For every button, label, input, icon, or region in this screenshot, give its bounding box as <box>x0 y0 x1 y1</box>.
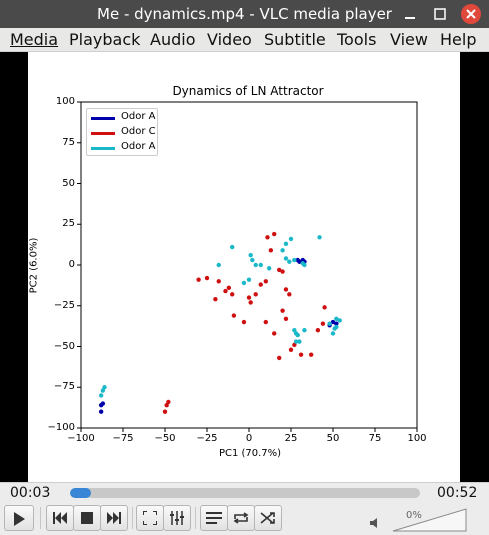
menu-label: Media <box>10 30 58 49</box>
seek-bar[interactable] <box>70 488 420 498</box>
legend-swatch-odor-a <box>91 117 115 120</box>
volume-level: 0% <box>406 510 422 521</box>
loop-icon <box>233 511 249 525</box>
x-tick-label: −100 <box>67 433 95 444</box>
legend-swatch-odor-a-cyan <box>91 147 115 150</box>
shuffle-button[interactable] <box>254 505 282 531</box>
stop-icon <box>81 512 93 524</box>
x-tick-label: 0 <box>235 433 263 444</box>
total-time: 00:52 <box>437 485 477 501</box>
legend-label: Odor A <box>121 111 155 122</box>
skip-next-icon <box>107 512 121 524</box>
y-tick-label: −75 <box>41 381 75 392</box>
menu-video[interactable]: Video <box>207 30 252 49</box>
menu-label: Tools <box>337 30 376 49</box>
menu-help[interactable]: Help <box>440 30 476 49</box>
seek-bar-fill <box>70 488 91 498</box>
y-tick-label: −25 <box>41 300 75 311</box>
menu-audio[interactable]: Audio <box>150 30 195 49</box>
loop-button[interactable] <box>227 505 255 531</box>
close-icon[interactable] <box>461 4 481 24</box>
shuffle-icon <box>260 511 276 525</box>
y-tick-label: −50 <box>41 341 75 352</box>
menu-subtitle[interactable]: Subtitle <box>264 30 326 49</box>
extended-settings-button[interactable] <box>163 505 191 531</box>
menu-playback[interactable]: Playback <box>69 30 140 49</box>
chart-title: Dynamics of LN Attractor <box>28 84 468 98</box>
menu-label: View <box>390 30 428 49</box>
volume-slider[interactable] <box>392 508 468 532</box>
x-tick-label: 25 <box>277 433 305 444</box>
legend-entry: Odor A <box>91 141 157 155</box>
x-tick-label: −50 <box>151 433 179 444</box>
y-tick-label: 50 <box>41 178 75 189</box>
title-bar: Me - dynamics.mp4 - VLC media player <box>0 0 489 28</box>
legend-label: Odor C <box>121 126 156 137</box>
playlist-icon <box>206 512 222 525</box>
previous-button[interactable] <box>46 505 74 531</box>
fullscreen-button[interactable] <box>136 505 164 531</box>
y-tick-label: 25 <box>41 218 75 229</box>
menu-view[interactable]: View <box>390 30 428 49</box>
x-tick-label: −25 <box>193 433 221 444</box>
menu-label: Subtitle <box>264 30 326 49</box>
chart-legend: Odor A Odor C Odor A <box>86 108 158 156</box>
x-axis-label: PC1 (70.7%) <box>200 448 300 459</box>
separator <box>195 507 196 529</box>
menu-label: Video <box>207 30 252 49</box>
minimize-icon[interactable] <box>400 4 420 24</box>
legend-label: Odor A <box>121 141 155 152</box>
playlist-button[interactable] <box>200 505 228 531</box>
y-tick-label: 0 <box>41 259 75 270</box>
skip-previous-icon <box>53 512 67 524</box>
volume-icon[interactable] <box>370 517 382 529</box>
x-tick-label: 50 <box>319 433 347 444</box>
x-tick-label: −75 <box>109 433 137 444</box>
menu-media[interactable]: Media <box>10 30 58 49</box>
y-tick-label: −100 <box>41 422 75 433</box>
next-button[interactable] <box>100 505 128 531</box>
play-button[interactable] <box>4 505 34 531</box>
x-tick-label: 75 <box>361 433 389 444</box>
y-tick-label: 75 <box>41 137 75 148</box>
legend-swatch-odor-c <box>91 132 115 135</box>
y-tick-label: 100 <box>41 96 75 107</box>
y-axis-label-wrap: PC2 (6.0%) <box>28 266 48 267</box>
stop-button[interactable] <box>73 505 101 531</box>
fullscreen-icon <box>143 511 157 525</box>
y-axis-label: PC2 (6.0%) <box>28 238 39 294</box>
equalizer-icon <box>169 511 185 525</box>
menu-label: Help <box>440 30 476 49</box>
menu-label: Playback <box>69 30 140 49</box>
legend-entry: Odor A <box>91 111 157 125</box>
play-icon <box>11 511 27 527</box>
x-tick-label: 100 <box>403 433 431 444</box>
separator <box>40 507 41 529</box>
legend-entry: Odor C <box>91 126 157 140</box>
maximize-icon[interactable] <box>430 4 450 24</box>
menu-label: Audio <box>150 30 195 49</box>
separator <box>132 507 133 529</box>
elapsed-time: 00:03 <box>10 485 50 501</box>
menu-bar: Media Playback Audio Video Subtitle Tool… <box>0 28 489 52</box>
menu-tools[interactable]: Tools <box>337 30 376 49</box>
